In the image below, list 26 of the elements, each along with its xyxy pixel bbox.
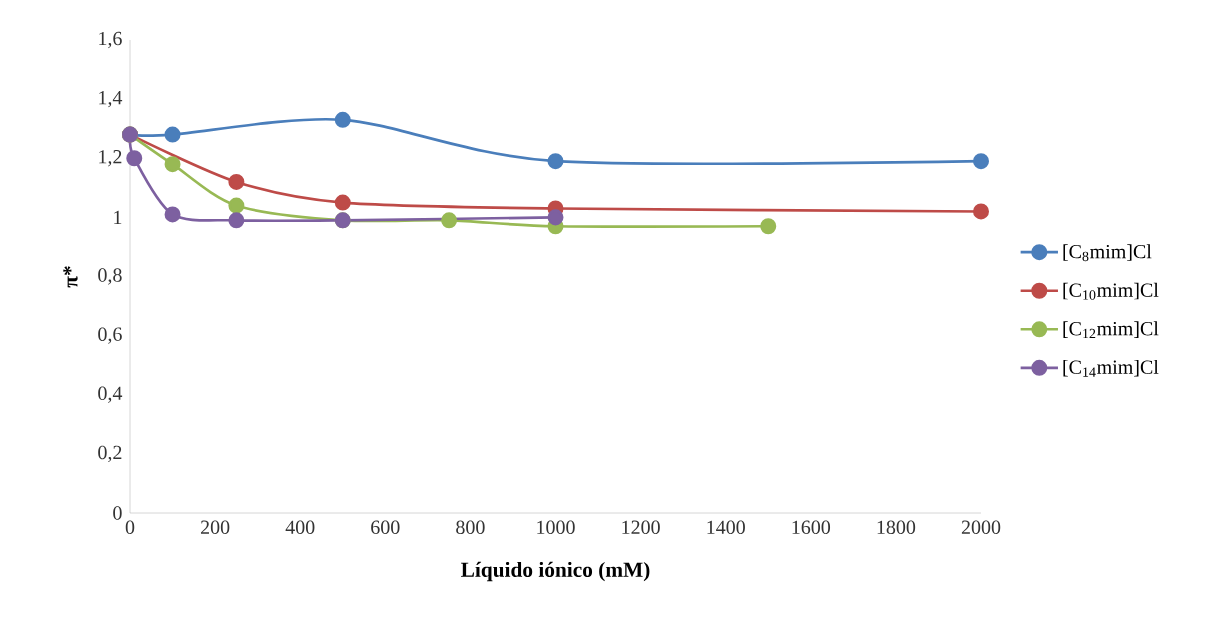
x-tick-label: 1000 [537, 520, 575, 535]
x-tick-label: 600 [371, 520, 400, 535]
x-tick-label: 200 [200, 520, 230, 535]
legend-label: [C$_{12}$mim]Cl [1063, 321, 1159, 339]
x-tick-label: 2000 [961, 520, 1001, 535]
x-tick-label: 1400 [707, 520, 745, 535]
y-tick-label: 1 [114, 210, 122, 224]
x-tick-label: 400 [285, 520, 315, 535]
x-tick-label: 1600 [792, 520, 831, 535]
x-tick-label: 1800 [877, 520, 916, 535]
x-tick-label: 1200 [622, 520, 660, 535]
y-tick-label: 0,2 [98, 445, 122, 463]
y-tick-label: 1,6 [99, 31, 122, 49]
y-tick-label: 0,6 [98, 327, 122, 344]
x-axis-title: Líquido iónico (mM) [461, 561, 650, 582]
y-tick-label: 0,4 [98, 386, 123, 403]
legend-label: [C$_{10}$mim]Cl [1063, 282, 1159, 300]
y-tick-label: 1,4 [99, 90, 123, 108]
y-tick-label: 0,8 [98, 268, 122, 285]
y-tick-label: 1,2 [99, 150, 122, 167]
legend-label: [C$_{14}$mim]Cl [1063, 359, 1159, 377]
x-tick-label: 800 [456, 520, 485, 535]
y-tick-label: 0 [113, 506, 122, 520]
legend-label: [C$_{8}$mim]Cl [1063, 244, 1152, 262]
x-tick-label: 0 [125, 520, 135, 535]
y-axis-title: π* [63, 266, 78, 288]
